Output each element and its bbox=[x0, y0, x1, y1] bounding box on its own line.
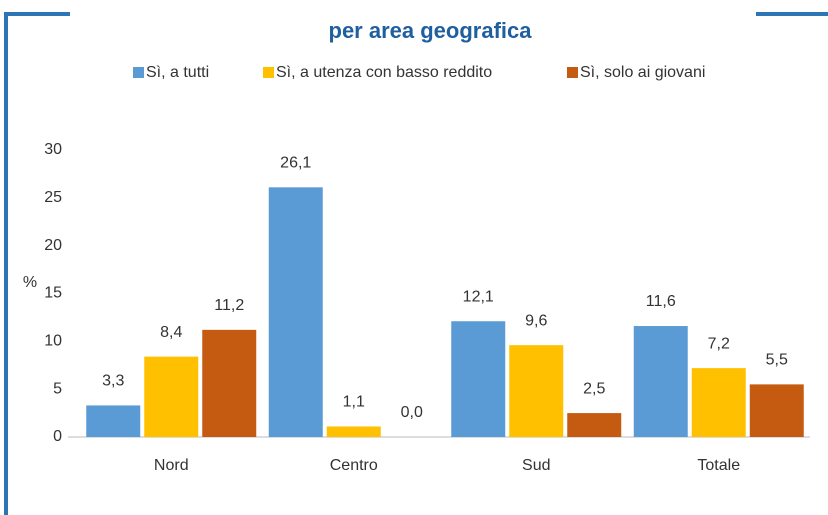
y-tick-label: 20 bbox=[44, 237, 62, 254]
x-tick-label: Sud bbox=[522, 457, 550, 474]
y-tick-label: 15 bbox=[44, 285, 62, 302]
x-tick-label: Centro bbox=[330, 457, 378, 474]
x-tick-label: Totale bbox=[697, 457, 740, 474]
bar bbox=[86, 405, 141, 437]
legend-swatch bbox=[567, 67, 578, 78]
y-axis-label: % bbox=[23, 274, 37, 291]
legend-label: Sì, a utenza con basso reddito bbox=[276, 64, 492, 81]
legend-label: Sì, a tutti bbox=[146, 64, 209, 81]
bar bbox=[567, 413, 622, 437]
chart-title: per area geografica bbox=[329, 18, 533, 43]
frame-left bbox=[4, 12, 70, 515]
bar bbox=[202, 329, 257, 437]
data-label: 3,3 bbox=[102, 373, 124, 390]
y-tick-label: 0 bbox=[53, 428, 62, 445]
bar bbox=[268, 187, 323, 437]
bar bbox=[451, 321, 506, 437]
data-label: 11,2 bbox=[214, 297, 244, 314]
data-label: 1,1 bbox=[343, 394, 365, 411]
data-label: 11,6 bbox=[646, 293, 676, 310]
legend-swatch bbox=[133, 67, 144, 78]
bar bbox=[509, 345, 564, 437]
y-tick-label: 5 bbox=[53, 380, 62, 397]
legend-label: Sì, solo ai giovani bbox=[580, 64, 705, 81]
data-label: 0,0 bbox=[401, 404, 423, 421]
data-label: 12,1 bbox=[463, 288, 494, 305]
y-tick-label: 10 bbox=[44, 333, 62, 350]
x-tick-label: Nord bbox=[154, 457, 189, 474]
legend-swatch bbox=[263, 67, 274, 78]
data-label: 8,4 bbox=[160, 324, 182, 341]
data-label: 9,6 bbox=[525, 312, 547, 329]
data-label: 2,5 bbox=[583, 380, 605, 397]
data-label: 7,2 bbox=[708, 335, 730, 352]
y-tick-label: 25 bbox=[44, 189, 62, 206]
data-label: 5,5 bbox=[766, 352, 788, 369]
y-tick-label: 30 bbox=[44, 141, 62, 158]
bar bbox=[691, 368, 746, 437]
bar bbox=[144, 356, 199, 437]
bar bbox=[326, 426, 381, 437]
data-label: 26,1 bbox=[280, 155, 311, 172]
bar bbox=[633, 326, 688, 437]
bar bbox=[749, 384, 804, 437]
